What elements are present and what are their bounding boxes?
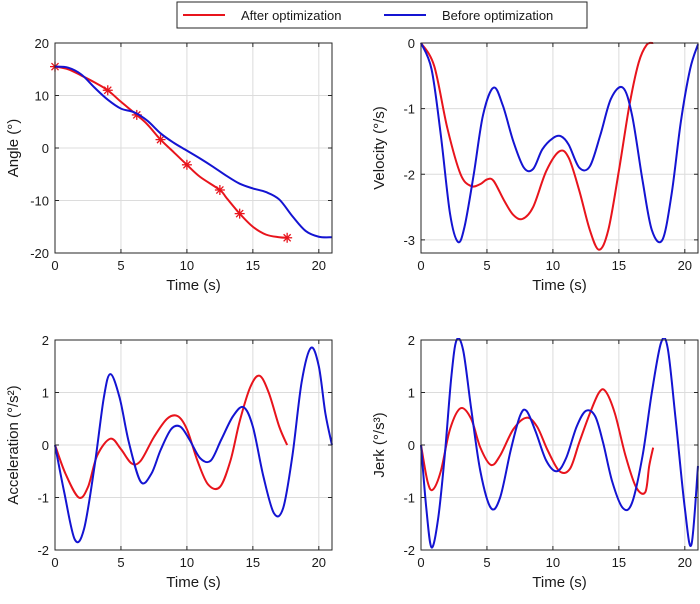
y-tick-label: 2 <box>408 333 415 348</box>
y-tick-label: -1 <box>403 102 415 117</box>
legend-label-after: After optimization <box>241 8 341 23</box>
y-tick-label: 20 <box>35 36 49 51</box>
y-tick-label: -2 <box>37 543 49 558</box>
y-tick-label: -1 <box>37 491 49 506</box>
y-tick-label: 0 <box>408 438 415 453</box>
series-line-before-optimization <box>54 65 333 239</box>
subplot-acceleration: 0 5 10 15 20 -2 -1 0 1 2 Time (s) Acceleration (°/s… <box>5 333 333 591</box>
data-point-marker <box>155 134 166 145</box>
x-tick-label: 15 <box>246 258 260 273</box>
x-tick-label: 10 <box>180 258 194 273</box>
x-tick-label: 10 <box>546 258 560 273</box>
x-tick-label: 15 <box>246 555 260 570</box>
subplot-jerk: 0 5 10 15 20 -2 -1 0 1 2 Time (s) Jerk (°/s³) <box>371 333 699 591</box>
x-tick-label: 20 <box>312 555 326 570</box>
y-axis-label: Angle (°) <box>5 119 22 178</box>
x-tick-label: 5 <box>483 555 490 570</box>
x-tick-label: 20 <box>678 555 692 570</box>
y-tick-label: -20 <box>30 246 49 261</box>
y-tick-label: -1 <box>403 491 415 506</box>
y-tick-label: 1 <box>408 386 415 401</box>
data-point-marker <box>214 185 225 195</box>
legend-box <box>176 1 588 29</box>
y-tick-label: 0 <box>408 36 415 51</box>
y-tick-label: -3 <box>403 233 415 248</box>
x-tick-label: 5 <box>483 258 490 273</box>
y-tick-label: -10 <box>30 194 49 209</box>
data-point-marker <box>234 208 245 219</box>
series-line-after-optimization <box>54 65 288 239</box>
x-tick-label: 0 <box>51 258 58 273</box>
x-tick-label: 20 <box>312 258 326 273</box>
x-tick-label: 15 <box>612 258 626 273</box>
y-tick-label: -2 <box>403 167 415 182</box>
x-tick-label: 20 <box>678 258 692 273</box>
y-tick-label: 2 <box>42 333 49 348</box>
x-tick-label: 5 <box>117 555 124 570</box>
series-line-after-optimization <box>420 41 654 251</box>
y-tick-label: 1 <box>42 386 49 401</box>
data-point-marker <box>102 85 113 96</box>
data-point-marker <box>181 159 192 170</box>
y-tick-label: 0 <box>42 141 49 156</box>
series-line-before-optimization <box>420 338 699 549</box>
plot-area <box>421 43 698 253</box>
x-tick-label: 0 <box>51 555 58 570</box>
x-tick-label: 10 <box>546 555 560 570</box>
y-tick-label: -2 <box>403 543 415 558</box>
x-tick-label: 15 <box>612 555 626 570</box>
x-tick-label: 10 <box>180 555 194 570</box>
x-tick-label: 0 <box>417 555 424 570</box>
x-tick-label: 5 <box>117 258 124 273</box>
data-point-marker <box>282 232 293 243</box>
y-tick-label: 10 <box>35 89 49 104</box>
y-axis-label: Acceleration (°/s²) <box>5 385 22 504</box>
series-line-before-optimization <box>54 346 333 544</box>
x-axis-label: Time (s) <box>532 277 586 294</box>
y-tick-label: 0 <box>42 438 49 453</box>
y-axis-label: Velocity (°/s) <box>371 106 388 190</box>
y-axis-label: Jerk (°/s³) <box>371 412 388 477</box>
legend-label-before: Before optimization <box>442 8 553 23</box>
x-axis-label: Time (s) <box>532 574 586 591</box>
series-line-before-optimization <box>420 42 699 244</box>
legend: After optimization Before optimization <box>176 1 588 29</box>
x-axis-label: Time (s) <box>166 574 220 591</box>
x-axis-label: Time (s) <box>166 277 220 294</box>
series-line-after-optimization <box>420 388 655 495</box>
subplot-velocity: 0 5 10 15 20 -3 -2 -1 0 Time (s) Velocity (°/s) <box>371 36 699 294</box>
x-tick-label: 0 <box>417 258 424 273</box>
subplot-angle: 0 5 10 15 20 -20 -10 0 10 20 Time (s) Angle (°) <box>5 36 333 294</box>
axes-frame <box>420 42 699 254</box>
